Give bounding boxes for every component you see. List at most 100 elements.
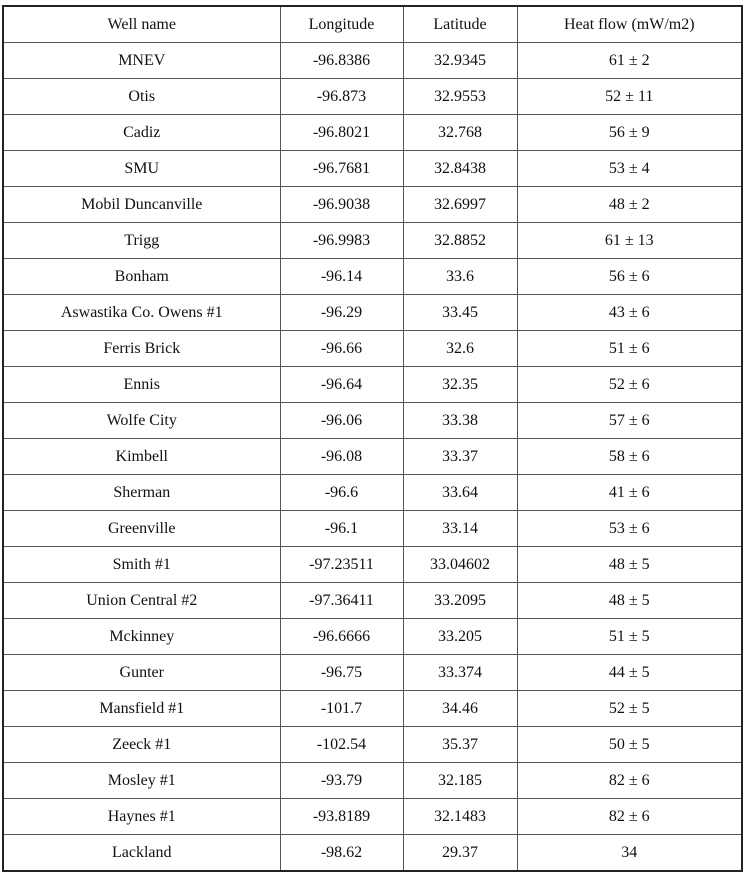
table-row: Ennis -96.64 32.35 52 ± 6: [2, 366, 743, 403]
latitude-cell: 32.8852: [402, 222, 518, 259]
heat-flow-cell: 48 ± 5: [516, 546, 743, 583]
well-name-cell: Gunter: [2, 654, 281, 691]
heat-flow-cell: 61 ± 13: [516, 222, 743, 259]
heat-flow-cell: 53 ± 6: [516, 510, 743, 547]
table-row: Trigg -96.9983 32.8852 61 ± 13: [2, 222, 743, 259]
table-row: SMU -96.7681 32.8438 53 ± 4: [2, 150, 743, 187]
table-row: Greenville -96.1 33.14 53 ± 6: [2, 510, 743, 547]
latitude-cell: 32.768: [402, 114, 518, 151]
well-name-cell: Bonham: [2, 258, 281, 295]
well-name-cell: Haynes #1: [2, 798, 281, 835]
well-name-cell: Trigg: [2, 222, 281, 259]
table-row: Mosley #1 -93.79 32.185 82 ± 6: [2, 762, 743, 799]
heat-flow-cell: 50 ± 5: [516, 726, 743, 763]
latitude-cell: 33.6: [402, 258, 518, 295]
heat-flow-cell: 56 ± 6: [516, 258, 743, 295]
header-row: Well name Longitude Latitude Heat flow (…: [2, 5, 743, 43]
latitude-cell: 33.2095: [402, 582, 518, 619]
header-heat-flow: Heat flow (mW/m2): [516, 5, 743, 43]
longitude-cell: -96.9038: [279, 186, 404, 223]
well-name-cell: SMU: [2, 150, 281, 187]
well-name-cell: Mckinney: [2, 618, 281, 655]
well-name-cell: Sherman: [2, 474, 281, 511]
heat-flow-cell: 82 ± 6: [516, 798, 743, 835]
table-row: Lackland -98.62 29.37 34: [2, 834, 743, 872]
table-row: Bonham -96.14 33.6 56 ± 6: [2, 258, 743, 295]
table-row: Wolfe City -96.06 33.38 57 ± 6: [2, 402, 743, 439]
longitude-cell: -96.7681: [279, 150, 404, 187]
latitude-cell: 32.9345: [402, 42, 518, 79]
longitude-cell: -97.23511: [279, 546, 404, 583]
latitude-cell: 29.37: [402, 834, 518, 872]
longitude-cell: -96.8021: [279, 114, 404, 151]
well-name-cell: Zeeck #1: [2, 726, 281, 763]
well-name-cell: Lackland: [2, 834, 281, 872]
longitude-cell: -96.29: [279, 294, 404, 331]
well-name-cell: Ferris Brick: [2, 330, 281, 367]
longitude-cell: -96.9983: [279, 222, 404, 259]
well-name-cell: Union Central #2: [2, 582, 281, 619]
heat-flow-cell: 52 ± 5: [516, 690, 743, 727]
heat-flow-cell: 82 ± 6: [516, 762, 743, 799]
table-row: Smith #1 -97.23511 33.04602 48 ± 5: [2, 546, 743, 583]
table-row: Mckinney -96.6666 33.205 51 ± 5: [2, 618, 743, 655]
table-row: Haynes #1 -93.8189 32.1483 82 ± 6: [2, 798, 743, 835]
header-well-name: Well name: [2, 5, 281, 43]
latitude-cell: 34.46: [402, 690, 518, 727]
header-longitude: Longitude: [279, 5, 404, 43]
heat-flow-cell: 41 ± 6: [516, 474, 743, 511]
well-name-cell: Smith #1: [2, 546, 281, 583]
latitude-cell: 33.38: [402, 402, 518, 439]
latitude-cell: 33.37: [402, 438, 518, 475]
latitude-cell: 33.64: [402, 474, 518, 511]
table-row: Sherman -96.6 33.64 41 ± 6: [2, 474, 743, 511]
heat-flow-cell: 48 ± 2: [516, 186, 743, 223]
latitude-cell: 33.374: [402, 654, 518, 691]
latitude-cell: 32.8438: [402, 150, 518, 187]
heat-flow-cell: 57 ± 6: [516, 402, 743, 439]
header-latitude: Latitude: [402, 5, 518, 43]
latitude-cell: 33.14: [402, 510, 518, 547]
latitude-cell: 32.6: [402, 330, 518, 367]
well-name-cell: MNEV: [2, 42, 281, 79]
longitude-cell: -96.873: [279, 78, 404, 115]
latitude-cell: 32.35: [402, 366, 518, 403]
longitude-cell: -96.6: [279, 474, 404, 511]
table-row: Mobil Duncanville -96.9038 32.6997 48 ± 2: [2, 186, 743, 223]
well-name-cell: Mobil Duncanville: [2, 186, 281, 223]
longitude-cell: -96.64: [279, 366, 404, 403]
latitude-cell: 35.37: [402, 726, 518, 763]
heat-flow-cell: 51 ± 6: [516, 330, 743, 367]
longitude-cell: -102.54: [279, 726, 404, 763]
longitude-cell: -96.06: [279, 402, 404, 439]
latitude-cell: 33.205: [402, 618, 518, 655]
latitude-cell: 33.04602: [402, 546, 518, 583]
table-row: Mansfield #1 -101.7 34.46 52 ± 5: [2, 690, 743, 727]
heat-flow-table: Well name Longitude Latitude Heat flow (…: [2, 5, 743, 872]
longitude-cell: -97.36411: [279, 582, 404, 619]
heat-flow-cell: 43 ± 6: [516, 294, 743, 331]
table-row: MNEV -96.8386 32.9345 61 ± 2: [2, 42, 743, 79]
heat-flow-cell: 51 ± 5: [516, 618, 743, 655]
heat-flow-cell: 56 ± 9: [516, 114, 743, 151]
well-name-cell: Kimbell: [2, 438, 281, 475]
longitude-cell: -96.1: [279, 510, 404, 547]
table-row: Gunter -96.75 33.374 44 ± 5: [2, 654, 743, 691]
heat-flow-cell: 53 ± 4: [516, 150, 743, 187]
longitude-cell: -93.79: [279, 762, 404, 799]
table-row: Zeeck #1 -102.54 35.37 50 ± 5: [2, 726, 743, 763]
longitude-cell: -101.7: [279, 690, 404, 727]
heat-flow-cell: 48 ± 5: [516, 582, 743, 619]
table-row: Cadiz -96.8021 32.768 56 ± 9: [2, 114, 743, 151]
heat-flow-cell: 34: [516, 834, 743, 872]
longitude-cell: -96.66: [279, 330, 404, 367]
longitude-cell: -96.6666: [279, 618, 404, 655]
well-name-cell: Cadiz: [2, 114, 281, 151]
well-name-cell: Ennis: [2, 366, 281, 403]
table-row: Otis -96.873 32.9553 52 ± 11: [2, 78, 743, 115]
heat-flow-cell: 58 ± 6: [516, 438, 743, 475]
longitude-cell: -98.62: [279, 834, 404, 872]
well-name-cell: Wolfe City: [2, 402, 281, 439]
longitude-cell: -96.08: [279, 438, 404, 475]
longitude-cell: -96.14: [279, 258, 404, 295]
